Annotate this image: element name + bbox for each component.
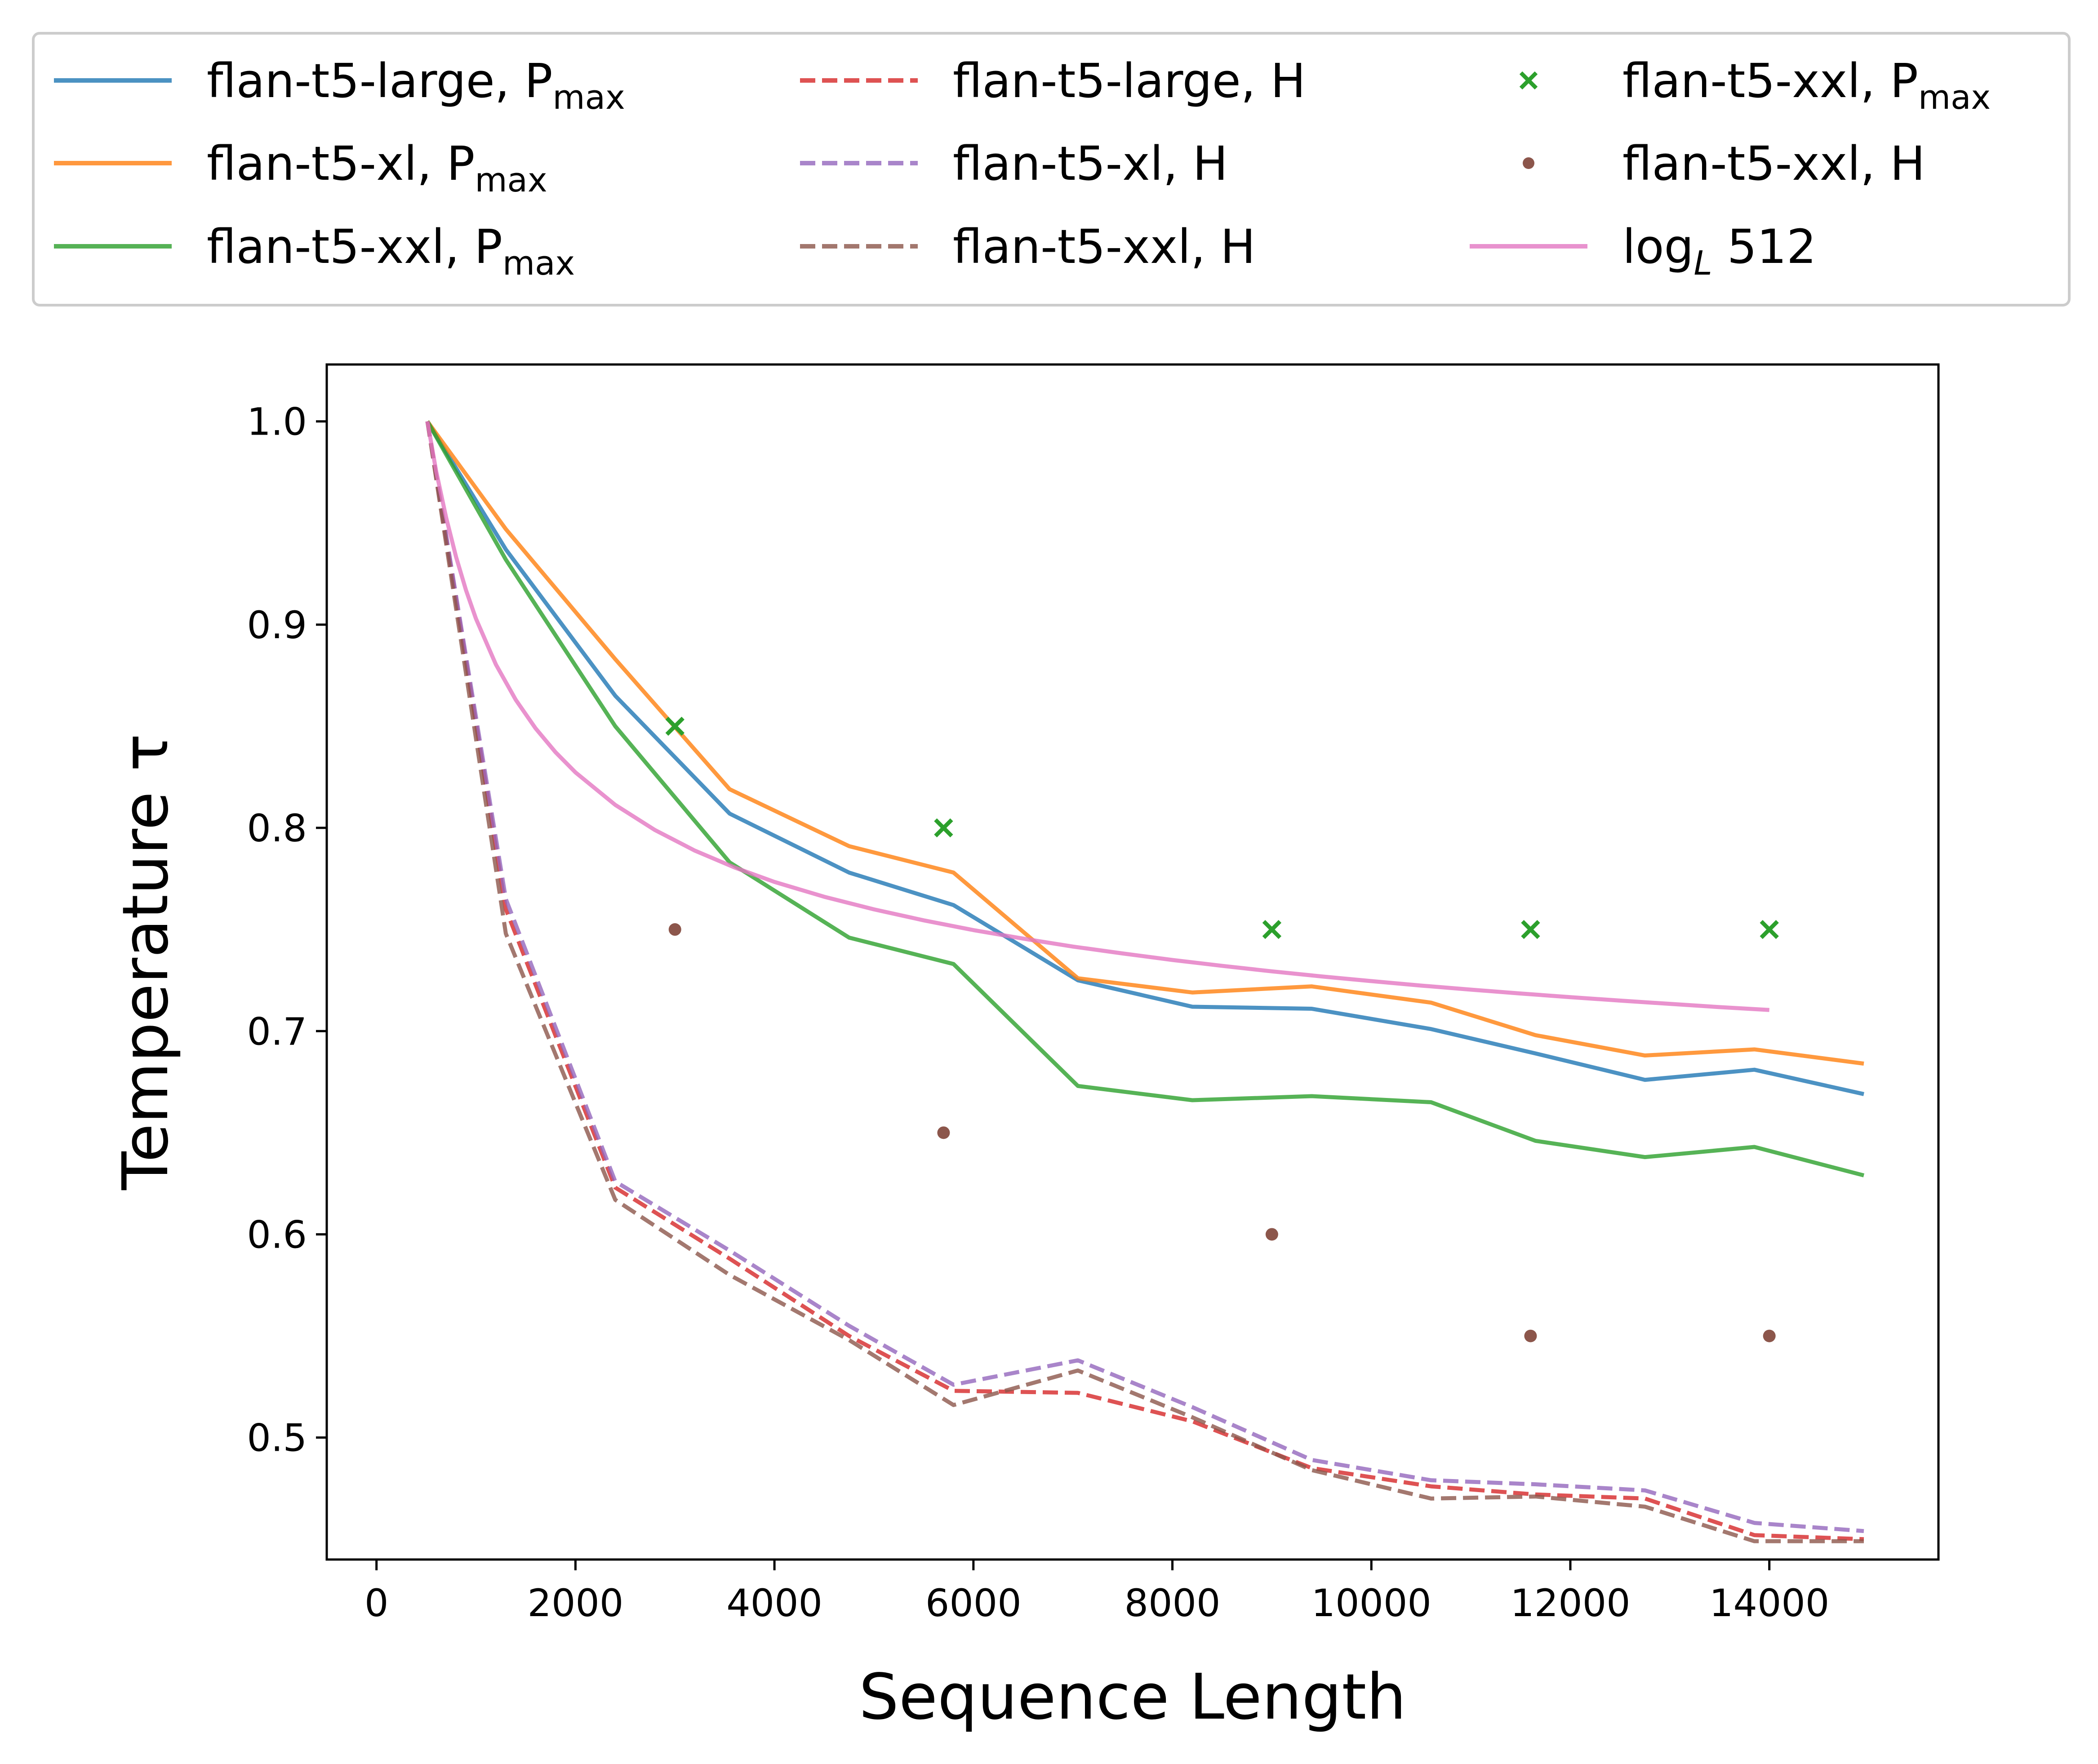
legend-label: flan-t5-xl, Pmax (207, 136, 547, 200)
y-tick-label: 0.6 (247, 1213, 307, 1257)
y-axis-title: Temperature τ (109, 733, 182, 1191)
series-flan-t5-xxl-h (425, 421, 1864, 1543)
legend-label: flan-t5-xl, H (953, 136, 1228, 191)
x-tick-label: 6000 (925, 1581, 1022, 1625)
legend-frame (32, 32, 2071, 307)
marker-x-flan-t5-xxl-p-max (1521, 920, 1540, 939)
series-flan-t5-large-p-max (426, 420, 1864, 1096)
marker-dot-flan-t5-xxl-h (1763, 1329, 1776, 1342)
legend: flan-t5-large, Pmax flan-t5-xl, Pmax flan-… (32, 32, 2071, 307)
y-tick-label: 0.8 (247, 806, 307, 850)
series-line-flan-t5-xxl-p-max (426, 420, 1865, 1177)
y-tick-label: 0.9 (247, 603, 307, 647)
marker-x-flan-t5-xxl-p-max (1262, 920, 1282, 939)
y-tick-label: 0.7 (247, 1009, 307, 1053)
legend-swatch (1519, 71, 1538, 90)
series-line-flan-t5-large-h (425, 421, 1864, 1542)
legend-item-flan-t5-large-h: flan-t5-large, H (800, 53, 1306, 108)
x-tick-label: 8000 (1125, 1581, 1221, 1625)
x-tick-label: 14000 (1709, 1581, 1829, 1625)
legend-item-flan-t5-xxl-p-max: flan-t5-xxl, Pmax (1519, 53, 1991, 117)
legend-label: flan-t5-xxl, H (1622, 136, 1925, 191)
plot-frame (325, 363, 1940, 1561)
legend-item-flan-t5-xxl-h: flan-t5-xxl, H (1523, 136, 1925, 191)
legend-item-flan-t5-xl-p-max: flan-t5-xl, Pmax (54, 136, 547, 200)
series-line-flan-t5-large-p-max (426, 420, 1864, 1096)
legend-item-flan-t5-xxl-h: flan-t5-xxl, H (800, 219, 1255, 274)
series-line-flan-t5-xl-h (425, 421, 1864, 1533)
marker-x-flan-t5-xxl-p-max (934, 818, 953, 838)
marker-x-flan-t5-xxl-p-max (665, 716, 685, 736)
legend-label: flan-t5-xxl, Pmax (1622, 53, 1991, 117)
marker-x-flan-t5-xxl-p-max (1760, 920, 1779, 939)
series-line-flan-t5-xl-p-max (426, 420, 1864, 1066)
x-tick-label: 10000 (1311, 1581, 1431, 1625)
legend-item-flan-t5-xxl-p-max: flan-t5-xxl, Pmax (54, 219, 575, 283)
legend-label: flan-t5-xxl, Pmax (207, 219, 575, 283)
legend-label: flan-t5-large, Pmax (207, 53, 625, 117)
legend-label: logL 512 (1622, 219, 1816, 283)
series-flan-t5-xxl-h-markers (668, 923, 1776, 1342)
series-flan-t5-xl-h (425, 421, 1864, 1533)
x-tick-label: 12000 (1510, 1581, 1630, 1625)
x-tick-label: 0 (364, 1581, 388, 1625)
x-axis-title: Sequence Length (859, 1661, 1406, 1734)
legend-item-flan-t5-large-p-max: flan-t5-large, Pmax (54, 53, 625, 117)
series-flan-t5-xxl-p-max (426, 420, 1865, 1177)
series-flan-t5-large-h (425, 421, 1864, 1542)
marker-dot-flan-t5-xxl-h (668, 923, 681, 936)
series-log-l-512 (425, 421, 1769, 1012)
legend-label: flan-t5-large, H (953, 53, 1306, 108)
plot-area: 0 2000 4000 6000 8000 10000 12000 14000 0.5 0.6 0… (109, 363, 1940, 1734)
x-tick-label: 2000 (528, 1581, 624, 1625)
y-tick-label: 0.5 (247, 1416, 307, 1460)
legend-item-log-l-512: logL 512 (1470, 219, 1816, 283)
marker-dot-flan-t5-xxl-h (1524, 1329, 1537, 1342)
legend-label: flan-t5-xxl, H (953, 219, 1255, 274)
series-flan-t5-xxl-p-max-markers (665, 716, 1779, 939)
legend-item-flan-t5-xl-h: flan-t5-xl, H (800, 136, 1228, 191)
marker-dot-flan-t5-xxl-h (1265, 1228, 1278, 1241)
y-tick-label: 1.0 (247, 400, 307, 444)
series-flan-t5-xl-p-max (426, 420, 1864, 1066)
x-tick-label: 4000 (726, 1581, 822, 1625)
series-line-flan-t5-xxl-h (425, 421, 1864, 1543)
marker-dot-flan-t5-xxl-h (937, 1126, 950, 1139)
series-line-log-l-512 (425, 421, 1769, 1012)
legend-swatch (1523, 157, 1534, 169)
